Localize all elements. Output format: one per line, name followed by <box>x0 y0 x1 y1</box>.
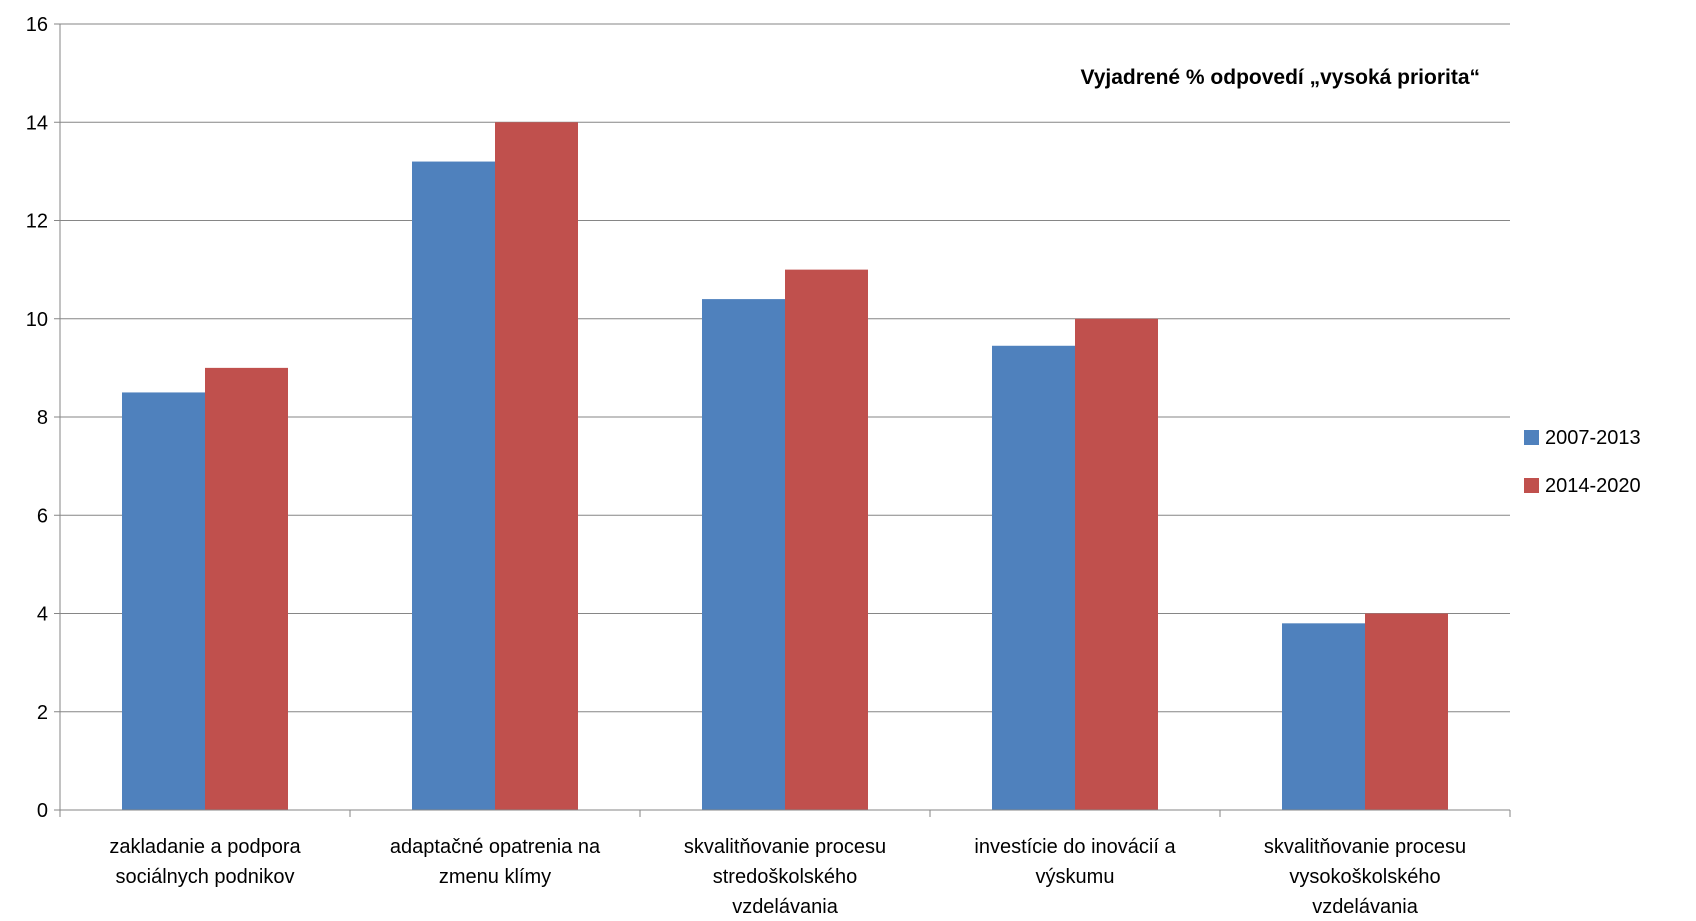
legend: 2007-2013 2014-2020 <box>1524 427 1641 497</box>
y-tick-label: 10 <box>26 309 48 331</box>
legend-label: 2007-2013 <box>1545 427 1641 449</box>
y-tick-label: 12 <box>26 211 48 233</box>
bar-2007-2013-1 <box>412 162 495 810</box>
x-category-label: skvalitňovanie procesu stredoškolského vzd… <box>684 836 886 918</box>
x-category-label-line: výskumu <box>1036 866 1115 888</box>
x-category-label: skvalitňovanie procesu vysokoškolského vzd… <box>1264 836 1466 918</box>
y-tick-label: 0 <box>37 800 48 822</box>
legend-swatch <box>1524 478 1539 493</box>
x-category-label: zakladanie a podpora sociálnych podnikov <box>109 836 301 888</box>
x-category-label-line: skvalitňovanie procesu <box>684 836 886 858</box>
legend-swatch <box>1524 430 1539 445</box>
y-tick-labels: 0 2 4 6 8 10 12 14 16 <box>26 14 48 822</box>
bars <box>122 122 1448 810</box>
x-tick-labels: zakladanie a podpora sociálnych podnikov a… <box>109 836 1466 918</box>
legend-label: 2014-2020 <box>1545 475 1641 497</box>
x-category-label-line: zmenu klímy <box>439 866 551 888</box>
bar-2007-2013-3 <box>992 346 1075 810</box>
y-tick-label: 8 <box>37 407 48 429</box>
x-category-label: investície do inovácií a výskumu <box>974 836 1176 888</box>
x-category-label-line: sociálnych podnikov <box>116 866 295 888</box>
y-tick-label: 2 <box>37 702 48 724</box>
x-category-label-line: vzdelávania <box>732 896 839 918</box>
x-category-label-line: vzdelávania <box>1312 896 1419 918</box>
chart-title: Vyjadrené % odpovedí „vysoká priorita“ <box>1080 66 1480 89</box>
y-tick-label: 14 <box>26 112 48 134</box>
x-category-label: adaptačné opatrenia na zmenu klímy <box>390 836 601 888</box>
bar-2014-2020-1 <box>495 122 578 810</box>
bar-2014-2020-0 <box>205 368 288 810</box>
x-category-label-line: stredoškolského <box>713 866 858 888</box>
x-category-label-line: investície do inovácií a <box>974 836 1176 858</box>
bar-2007-2013-0 <box>122 392 205 810</box>
x-category-label-line: vysokoškolského <box>1289 866 1440 888</box>
bar-2014-2020-4 <box>1365 614 1448 811</box>
x-category-label-line: zakladanie a podpora <box>109 836 301 858</box>
bar-2007-2013-4 <box>1282 623 1365 810</box>
y-tick-label: 6 <box>37 505 48 527</box>
x-category-label-line: adaptačné opatrenia na <box>390 836 601 858</box>
x-category-label-line: skvalitňovanie procesu <box>1264 836 1466 858</box>
y-tick-label: 16 <box>26 14 48 36</box>
y-tick-label: 4 <box>37 604 48 626</box>
bar-2014-2020-3 <box>1075 319 1158 810</box>
bar-2014-2020-2 <box>785 270 868 810</box>
bar-2007-2013-2 <box>702 299 785 810</box>
